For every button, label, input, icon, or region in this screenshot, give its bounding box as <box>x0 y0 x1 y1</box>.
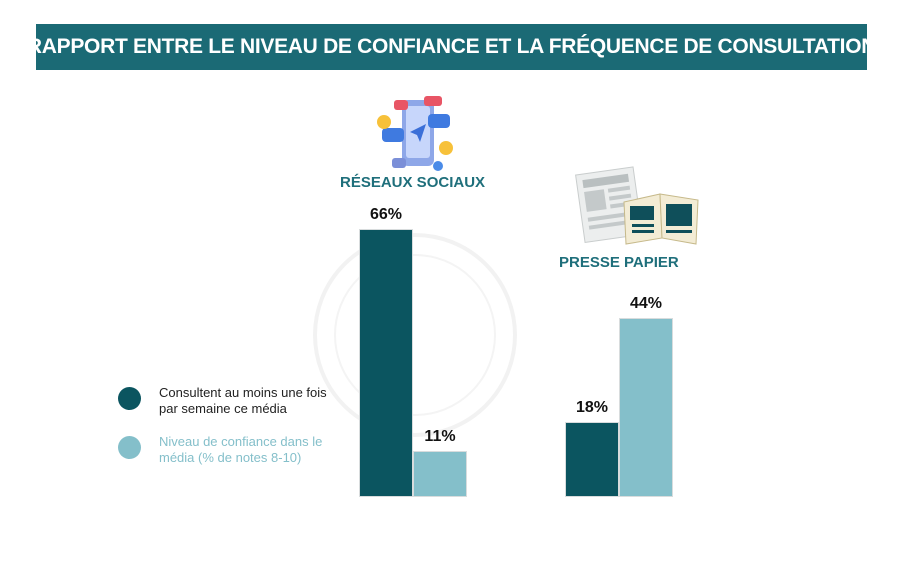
data-label-reseaux-consult: 66% <box>369 206 403 223</box>
legend-swatch-trust <box>118 436 141 459</box>
data-label-reseaux-trust: 11% <box>424 428 456 445</box>
decorative-ring <box>313 233 517 437</box>
smartphone-social-media-icon <box>377 96 453 171</box>
chart-title-banner: RAPPORT ENTRE LE NIVEAU DE CONFIANCE ET … <box>27 24 876 70</box>
category-label-reseaux: RÉSEAUX SOCIAUX <box>340 174 486 191</box>
bar-reseaux-consult <box>360 230 412 496</box>
legend-item-trust: Niveau de confiance dans le média (% de … <box>118 434 349 466</box>
bar-presse-consult <box>566 423 618 496</box>
chart-title: RAPPORT ENTRE LE NIVEAU DE CONFIANCE ET … <box>26 35 877 58</box>
legend-label-trust: Niveau de confiance dans le média (% de … <box>159 434 323 465</box>
legend-item-consult: Consultent au moins une fois par semaine… <box>118 385 349 417</box>
data-label-presse-consult: 18% <box>575 399 609 416</box>
bar-presse-trust <box>620 319 672 496</box>
data-label-presse-trust: 44% <box>629 295 663 312</box>
newspaper-icon <box>575 166 699 245</box>
bar-reseaux-trust <box>414 452 466 496</box>
legend-label-consult: Consultent au moins une fois par semaine… <box>159 385 327 416</box>
legend-swatch-consult <box>118 387 141 410</box>
category-label-presse: PRESSE PAPIER <box>559 254 679 271</box>
